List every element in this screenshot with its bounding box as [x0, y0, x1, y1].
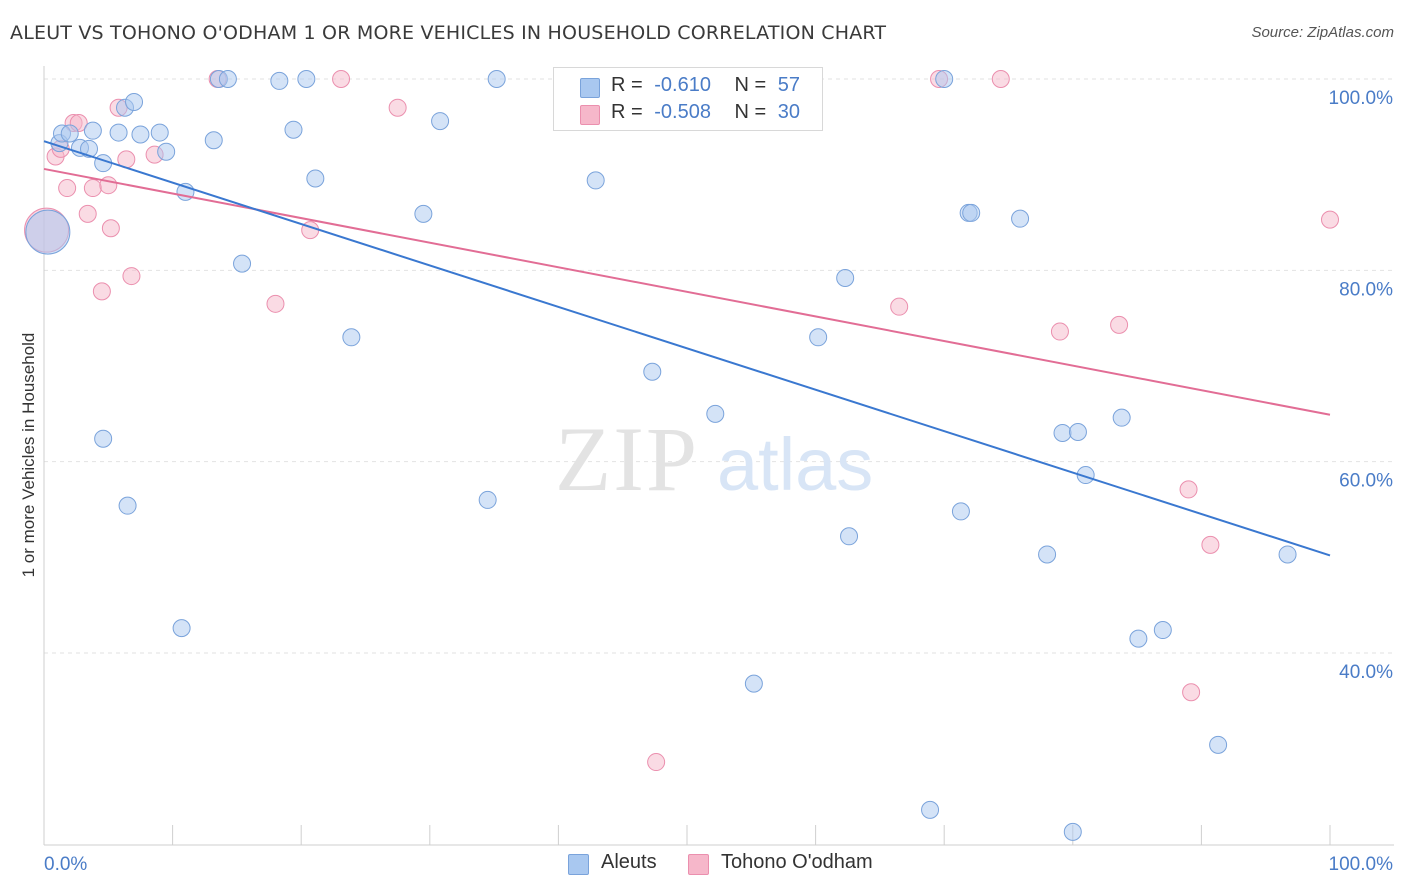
aleut-trend-line: [43, 140, 1331, 557]
aleut-point-49: [1076, 466, 1095, 485]
tohono-point-8: [92, 282, 111, 301]
aleut-point-25: [306, 169, 325, 188]
legend-n-value: 30: [777, 101, 801, 123]
aleut-point-39: [921, 800, 940, 819]
aleut-point-24: [297, 70, 316, 88]
aleut-point-45: [1038, 545, 1057, 564]
aleut-point-52: [1153, 621, 1172, 640]
aleut-point-20: [218, 70, 237, 88]
tohono-point-24: [1050, 322, 1069, 341]
aleut-point-18: [204, 131, 223, 150]
legend-r-value: -0.508: [654, 101, 711, 123]
legend-swatch-tohono: [580, 105, 600, 125]
aleut-point-33: [706, 404, 725, 423]
aleut-point-36: [809, 328, 828, 347]
gridlines: [44, 78, 1394, 654]
tohono-point-20: [647, 753, 666, 772]
trend-lines: [43, 140, 1331, 557]
aleut-point-44: [1011, 209, 1030, 228]
aleut-point-21: [233, 254, 252, 273]
tohono-point-28: [1201, 535, 1220, 554]
aleut-point-41: [951, 502, 970, 521]
legend-r-label: R =: [611, 101, 643, 123]
aleut-point-40: [935, 70, 954, 88]
bottom-swatch-tohono: [688, 854, 709, 875]
aleut-point-48: [1068, 423, 1087, 442]
aleut-point-16: [172, 619, 191, 638]
aleut-point-31: [586, 171, 605, 190]
tohono-point-25: [1110, 315, 1129, 334]
watermark-atlas: atlas: [717, 423, 873, 506]
aleut-point-27: [414, 204, 433, 223]
chart-source: Source: ZipAtlas.com: [1251, 24, 1394, 41]
aleut-point-51: [1129, 629, 1148, 648]
legend-r-label: R =: [611, 74, 643, 96]
tohono-point-6: [78, 204, 97, 223]
aleut-point-32: [643, 362, 662, 381]
aleut-point-28: [431, 112, 450, 131]
aleut-point-6: [83, 121, 102, 140]
tohono-point-7: [83, 179, 102, 198]
aleut-point-8: [94, 429, 113, 448]
tohono-point-26: [1179, 480, 1198, 499]
tohono-trend-line: [43, 167, 1331, 416]
x-tick-label-max: 100.0%: [1329, 854, 1394, 875]
tohono-point-3: [58, 179, 77, 198]
aleut-point-22: [270, 71, 289, 90]
y-axis-label: 1 or more Vehicles in Household: [19, 333, 38, 578]
y-tick-label-0: 40.0%: [1339, 662, 1393, 683]
aleut-point-30: [487, 70, 506, 88]
aleut-point-26: [342, 328, 361, 347]
aleut-point-13: [131, 125, 150, 144]
legend-r-value: -0.610: [654, 74, 711, 96]
tohono-point-19: [388, 98, 407, 117]
legend-swatch-aleuts: [580, 78, 600, 98]
tohono-point-21: [890, 297, 909, 316]
bottom-label-tohono: Tohono O'odham: [721, 851, 873, 873]
x-axis-ticks: [172, 825, 1331, 845]
aleut-point-37: [836, 268, 855, 287]
aleut-point-54: [1278, 545, 1297, 564]
aleut-point-34: [744, 674, 763, 693]
aleut-point-29: [478, 490, 497, 509]
chart-title: ALEUT VS TOHONO O'ODHAM 1 OR MORE VEHICL…: [10, 22, 887, 44]
aleut-point-43: [962, 203, 981, 222]
aleut-point-9: [109, 123, 128, 142]
aleut-point-38: [840, 527, 859, 546]
correlation-legend: R = -0.610 N = 57 R = -0.508 N = 30: [553, 67, 823, 131]
tohono-point-10: [101, 219, 120, 238]
aleut-point-50: [1112, 408, 1131, 427]
aleut-point-46: [1053, 423, 1072, 442]
aleut-point-0: [25, 209, 71, 255]
y-tick-labels: 40.0% 60.0% 80.0% 100.0%: [1329, 88, 1394, 683]
tohono-point-16: [266, 294, 285, 313]
aleut-point-15: [157, 142, 176, 161]
legend-n-value: 57: [777, 74, 801, 96]
aleut-point-47: [1063, 822, 1082, 841]
legend-n-label: N =: [734, 74, 767, 96]
aleut-point-53: [1209, 735, 1228, 754]
aleut-point-14: [150, 123, 169, 142]
aleut-point-23: [284, 120, 303, 139]
bottom-label-aleuts: Aleuts: [601, 851, 657, 873]
tohono-point-23: [991, 70, 1010, 88]
aleut-points: [25, 70, 1297, 841]
aleut-point-3: [60, 124, 79, 143]
tohono-point-29: [1321, 210, 1339, 229]
watermark-zip: ZIP: [555, 408, 699, 510]
y-tick-label-3: 100.0%: [1329, 88, 1394, 109]
bottom-swatch-aleuts: [568, 854, 589, 875]
aleut-point-12: [125, 92, 144, 111]
y-tick-label-1: 60.0%: [1339, 471, 1393, 492]
tohono-point-27: [1182, 683, 1201, 702]
x-tick-label-min: 0.0%: [44, 854, 87, 875]
legend-n-label: N =: [734, 101, 767, 123]
tohono-point-18: [332, 70, 351, 88]
y-tick-label-2: 80.0%: [1339, 279, 1393, 300]
tohono-point-13: [122, 267, 141, 286]
aleut-point-5: [80, 139, 99, 158]
aleut-point-11: [118, 496, 137, 515]
